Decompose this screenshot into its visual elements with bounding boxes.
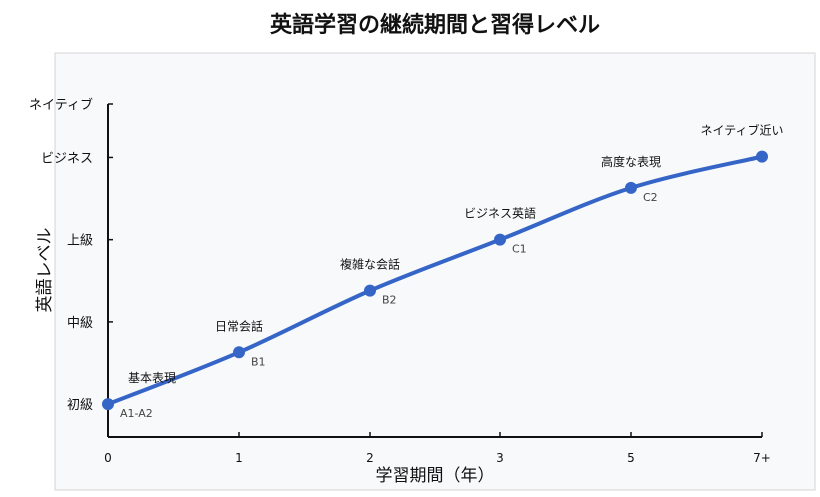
x-tick-label: 0 xyxy=(104,451,112,465)
point-annotation: ネイティブ近い xyxy=(700,123,783,138)
point-level-label: C2 xyxy=(643,191,658,204)
data-point xyxy=(494,233,506,246)
point-annotation: ビジネス英語 xyxy=(464,206,536,221)
y-tick-label: ネイティブ xyxy=(29,97,93,113)
point-level-label: A1-A2 xyxy=(120,407,153,420)
point-annotation: 高度な表現 xyxy=(601,154,661,169)
point-annotation: 基本表現 xyxy=(128,371,176,385)
data-points: 基本表現 A1-A2 日常会話 B1 複雑な会話 B2 ビジネス英語 C1 高度な表現 C2 ネイテ… xyxy=(102,123,784,420)
axes: 初級 中級 上級 ビジネス ネイティブ 0 1 2 3 5 7+ xyxy=(29,97,771,465)
data-point xyxy=(233,346,245,359)
x-axis-label: 学習期間（年） xyxy=(376,466,495,486)
point-annotation: 複雑な会話 xyxy=(340,257,400,272)
y-tick-label: 上級 xyxy=(67,234,93,249)
data-point xyxy=(102,398,114,411)
x-tick-label: 3 xyxy=(496,451,504,465)
chart-title: 英語学習の継続期間と習得レベル xyxy=(270,12,600,38)
point-level-label: B1 xyxy=(251,355,266,368)
x-tick-label: 2 xyxy=(366,451,374,465)
series-line xyxy=(106,154,764,407)
point-annotation: 日常会話 xyxy=(215,318,263,333)
data-point xyxy=(625,181,637,194)
y-axis-label: 英語レベル xyxy=(35,228,55,313)
series-line-layer xyxy=(106,154,764,407)
plot-area xyxy=(54,52,816,491)
data-point xyxy=(364,284,376,297)
point-level-label: C1 xyxy=(512,243,527,256)
y-tick-label: ビジネス xyxy=(41,151,93,166)
x-tick-label: 5 xyxy=(627,451,635,465)
x-tick-label: 1 xyxy=(235,451,243,465)
y-tick-label: 初級 xyxy=(67,398,93,413)
data-point xyxy=(756,150,768,163)
y-tick-label: 中級 xyxy=(67,316,93,331)
x-tick-label: 7+ xyxy=(753,451,771,465)
point-level-label: B2 xyxy=(382,294,397,307)
